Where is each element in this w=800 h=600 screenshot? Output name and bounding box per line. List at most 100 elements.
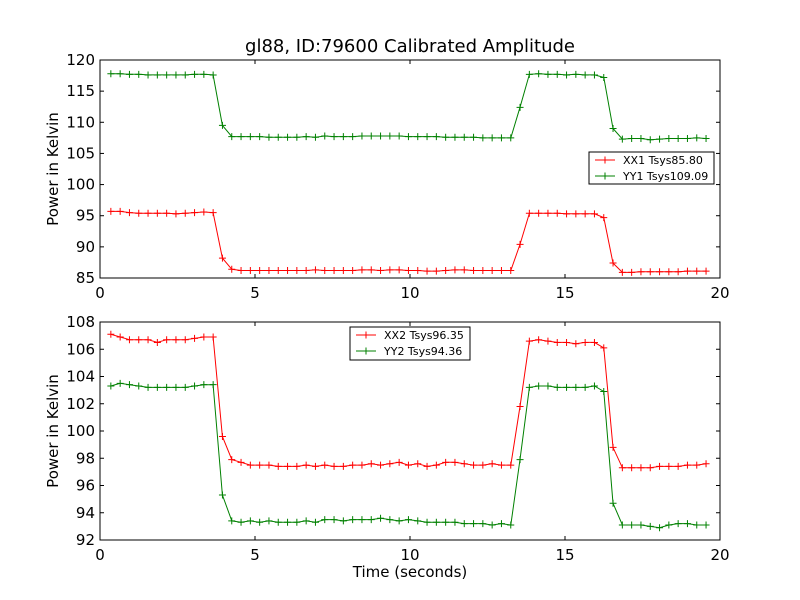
data-point [544,70,552,78]
data-point [181,336,189,344]
data-point [553,209,561,217]
data-point [274,518,282,526]
data-point [702,460,710,468]
data-point [135,209,143,217]
data-point [572,210,580,218]
data-point [246,133,254,141]
data-point [702,521,710,529]
data-point [330,267,338,275]
data-point [665,268,673,276]
data-point [246,517,254,525]
data-point [507,461,515,469]
data-point [460,460,468,468]
x-tick-label: 5 [250,284,260,302]
data-point [479,134,487,142]
data-point [414,460,422,468]
data-point [553,383,561,391]
data-point [395,266,403,274]
data-point [256,461,264,469]
data-point [284,267,292,275]
data-point [442,267,450,275]
data-point [163,71,171,79]
data-point [544,382,552,390]
data-point [349,133,357,141]
data-point [321,267,329,275]
data-point [609,259,617,267]
x-tick-label: 0 [95,546,105,564]
data-point [191,209,199,217]
series-line-2 [110,73,707,141]
x-axis-label: Time (seconds) [352,563,468,581]
data-point [181,209,189,217]
data-point [404,516,412,524]
data-point [442,458,450,466]
data-point [349,267,357,275]
data-point [284,133,292,141]
data-point [377,514,385,522]
data-point [377,461,385,469]
data-point [274,462,282,470]
data-point [107,382,115,390]
data-point [609,443,617,451]
data-point [600,387,608,395]
plot-top: 0 5 10 15 20 85 90 95 100 105 110 115 120 Power in Ke… [44,51,730,302]
data-point [191,334,199,342]
data-point [460,133,468,141]
legend-swatch-marker [601,172,609,180]
data-point [135,336,143,344]
data-point [423,462,431,470]
y-tick-label: 98 [76,449,95,467]
data-point [274,133,282,141]
data-point [470,267,478,275]
data-point [442,133,450,141]
data-point [330,516,338,524]
data-point [265,461,273,469]
y-tick-label: 94 [76,504,95,522]
data-point [107,330,115,338]
data-point [172,383,180,391]
data-point [228,517,236,525]
data-point [107,207,115,215]
data-point [107,70,115,78]
chart-title: gl88, ID:79600 Calibrated Amplitude [245,36,575,57]
data-point [432,133,440,141]
data-point [497,461,505,469]
data-point [386,516,394,524]
data-point [618,521,626,529]
data-point [265,517,273,525]
data-point [646,136,654,144]
data-point [172,210,180,218]
data-point [358,266,366,274]
data-point [293,518,301,526]
data-point [470,461,478,469]
x-tick-label: 20 [710,284,729,302]
data-point [460,266,468,274]
data-point [656,524,664,532]
data-point [302,267,310,275]
y-tick-label: 95 [76,207,95,225]
data-point [683,134,691,142]
data-point [321,461,329,469]
data-point [628,521,636,529]
data-point [516,240,524,248]
data-point [581,338,589,346]
data-point [339,517,347,525]
data-point [637,521,645,529]
data-point [702,134,710,142]
data-point [358,461,366,469]
data-point [479,461,487,469]
data-point [628,134,636,142]
data-point [377,132,385,140]
data-point [218,254,226,262]
data-point [116,333,124,341]
data-point [656,135,664,143]
data-point [163,209,171,217]
data-point [451,133,459,141]
data-point [153,383,161,391]
data-point [339,267,347,275]
data-point [507,521,515,529]
data-point [144,71,152,79]
data-point [209,71,217,79]
data-point [572,340,580,348]
data-point [525,70,533,78]
